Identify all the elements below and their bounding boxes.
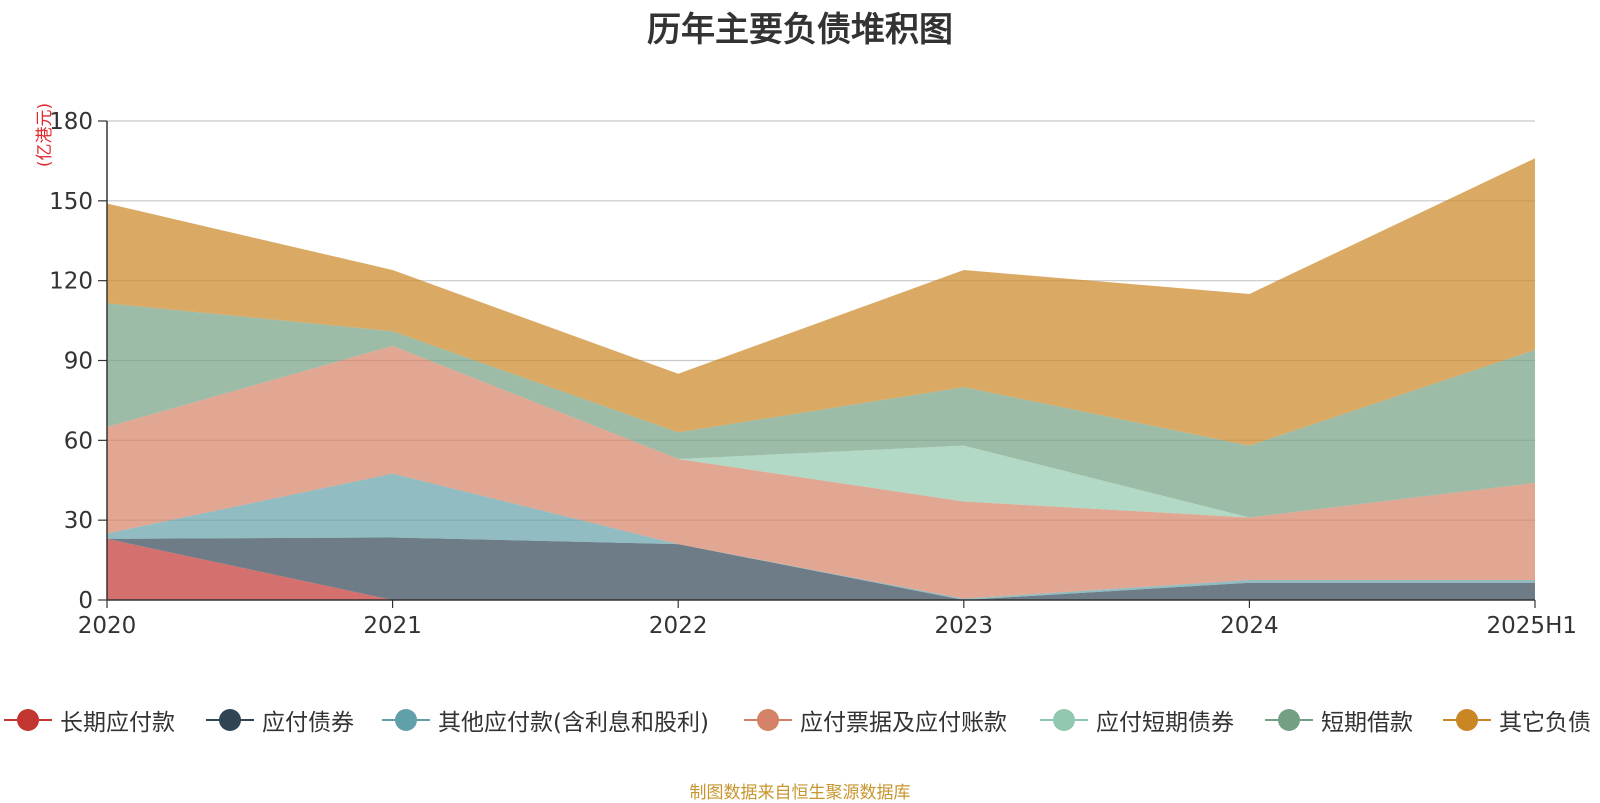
y-tick-label: 0 — [78, 588, 93, 614]
stacked-areas — [107, 158, 1535, 600]
x-tick-label: 2024 — [1220, 613, 1279, 639]
legend-label: 其他应付款(含利息和股利) — [438, 710, 709, 736]
legend-label: 其它负债 — [1499, 710, 1591, 736]
y-tick-label: 60 — [64, 428, 93, 454]
legend-item[interactable]: 应付短期债券 — [1038, 703, 1234, 737]
legend-label: 长期应付款 — [60, 710, 175, 736]
x-tick-label: 2025H1 — [1487, 613, 1577, 639]
y-tick-label: 150 — [49, 189, 93, 215]
legend-item[interactable]: 长期应付款 — [2, 703, 175, 737]
x-tick-label: 2022 — [649, 613, 708, 639]
legend-label: 短期借款 — [1321, 710, 1413, 736]
y-tick-label: 30 — [64, 508, 93, 534]
y-tick-label: 120 — [49, 269, 93, 295]
y-tick-label: 180 — [49, 109, 93, 135]
area-series-应付债券 — [107, 537, 1535, 600]
x-tick-label: 2020 — [78, 613, 137, 639]
legend-item[interactable]: 应付票据及应付账款 — [742, 703, 1007, 737]
chart-title: 历年主要负债堆积图 — [647, 10, 953, 50]
area-series-应付票据及应付账款 — [107, 345, 1535, 599]
legend-marker-icon — [380, 703, 432, 737]
area-series-其它负债 — [107, 158, 1535, 446]
legend-marker-icon — [742, 703, 794, 737]
legend-label: 应付票据及应付账款 — [800, 710, 1007, 736]
area-series-短期借款 — [107, 303, 1535, 518]
y-axis-label: (亿港元) — [35, 103, 55, 167]
area-series-其他应付款(含利息和股利) — [107, 473, 1535, 600]
x-tick-label: 2021 — [363, 613, 422, 639]
source-note: 制图数据来自恒生聚源数据库 — [689, 783, 911, 803]
legend-marker-icon — [1038, 703, 1090, 737]
legend-marker-icon — [204, 703, 256, 737]
legend-item[interactable]: 短期借款 — [1263, 703, 1413, 737]
legend-marker-icon — [2, 703, 54, 737]
legend-item[interactable]: 应付债券 — [204, 703, 354, 737]
x-tick-label: 2023 — [935, 613, 994, 639]
legend-marker-icon — [1441, 703, 1493, 737]
legend-item[interactable]: 其他应付款(含利息和股利) — [380, 703, 709, 737]
legend-marker-icon — [1263, 703, 1315, 737]
legend: 长期应付款 应付债券 其他应付款(含利息和股利) 应付票据及应付账款 应付短期债券 短期借… — [0, 703, 1600, 737]
y-tick-label: 90 — [64, 349, 93, 375]
area-series-长期应付款 — [107, 538, 1535, 600]
axes: 0 30 60 90 120 150 180 2020 2021 2022 2023 2024 2025… — [49, 109, 1577, 639]
legend-label: 应付短期债券 — [1096, 710, 1234, 736]
legend-label: 应付债券 — [262, 710, 354, 736]
legend-item[interactable]: 其它负债 — [1441, 703, 1591, 737]
